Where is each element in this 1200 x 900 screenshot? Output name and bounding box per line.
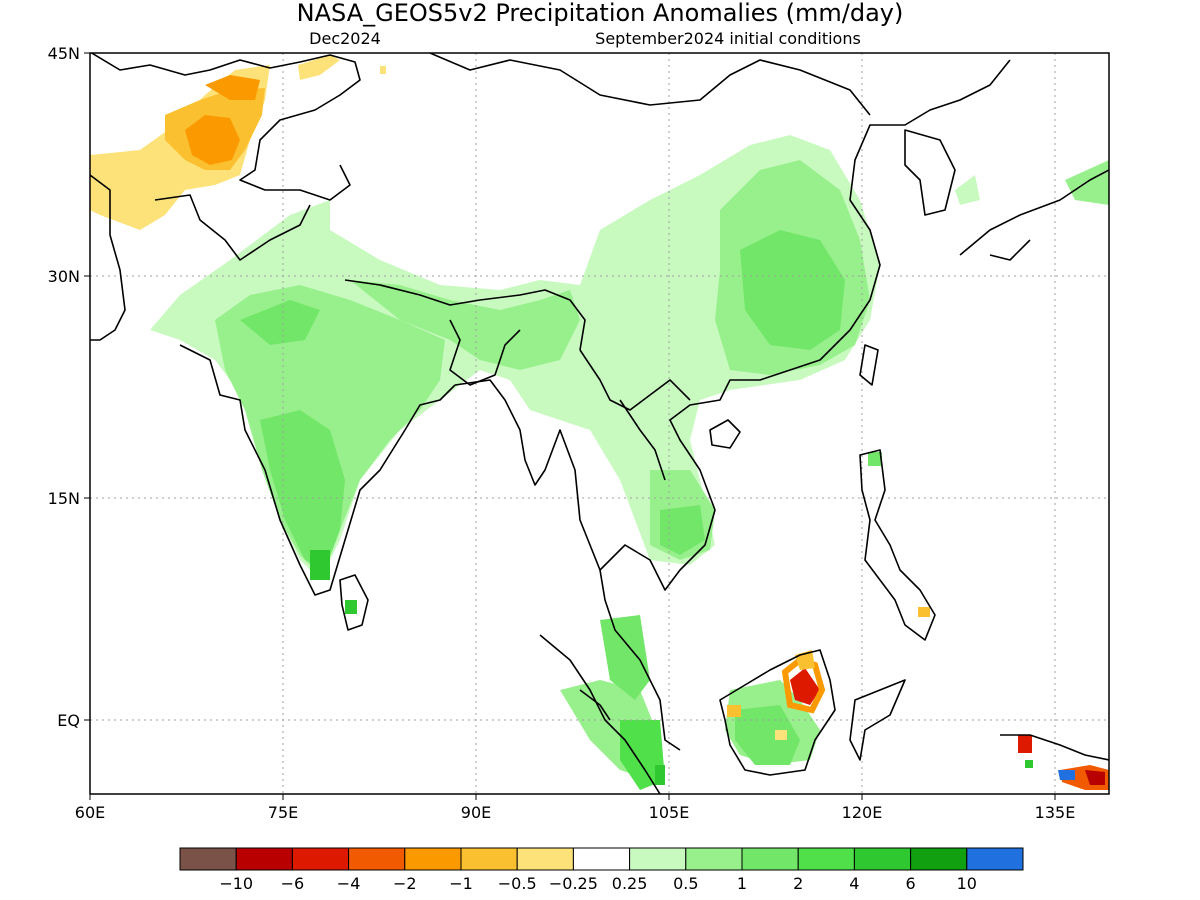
colorbar-swatch: [910, 847, 968, 871]
lat-label: 45N: [48, 44, 80, 63]
subtitle-month: Dec2024: [309, 29, 381, 48]
colorbar-label: 10: [957, 874, 977, 893]
colorbar-swatch: [516, 847, 574, 871]
lat-label: 15N: [48, 489, 80, 508]
colorbar-label: 0.25: [612, 874, 648, 893]
colorbar-swatch: [853, 847, 912, 871]
colorbar-label: 0.5: [673, 874, 698, 893]
colorbar-swatch: [291, 847, 350, 871]
longitude-labels: 60E 75E 90E 105E 120E 135E: [75, 803, 1076, 822]
colorbar-label: −6: [281, 874, 305, 893]
latitude-ticks: [84, 52, 90, 721]
colorbar-label: −4: [337, 874, 361, 893]
borneo-dry-spots: [727, 607, 1109, 790]
lon-label: 90E: [461, 803, 491, 822]
colorbar-swatch: [685, 847, 743, 871]
colorbar-swatch: [460, 847, 518, 871]
longitude-ticks: [89, 794, 1056, 800]
colorbar-label: −0.25: [549, 874, 598, 893]
colorbar-label: 4: [849, 874, 859, 893]
lon-label: 75E: [268, 803, 298, 822]
lat-label: 30N: [48, 267, 80, 286]
colorbar: [179, 847, 1024, 871]
colorbar-label: −0.5: [498, 874, 537, 893]
lon-label: 105E: [649, 803, 690, 822]
map-frame: [89, 52, 1110, 795]
lat-label: EQ: [57, 711, 80, 730]
colorbar-swatch: [629, 847, 687, 871]
wet-anomaly-heavy: [310, 550, 1033, 785]
colorbar-label: 2: [793, 874, 803, 893]
map-plot-area: [90, 53, 1109, 794]
dry-anomaly-region: [90, 55, 386, 230]
colorbar-swatch: [797, 847, 855, 871]
colorbar-swatch: [235, 847, 293, 871]
lon-label: 60E: [75, 803, 105, 822]
colorbar-label: −1: [449, 874, 473, 893]
coastlines-and-borders: [90, 53, 1109, 794]
colorbar-labels: −10 −6 −4 −2 −1 −0.5 −0.25 0.25 0.5 1 2 4 6 10: [219, 874, 977, 893]
latitude-labels: 45N 30N 15N EQ: [48, 44, 80, 730]
lon-label: 120E: [842, 803, 883, 822]
graticule: [90, 53, 1109, 794]
map-title: NASA_GEOS5v2 Precipitation Anomalies (mm…: [297, 0, 904, 27]
subtitle-initial-conditions: September2024 initial conditions: [595, 29, 861, 48]
colorbar-label: −2: [393, 874, 417, 893]
colorbar-swatch: [741, 847, 799, 871]
colorbar-swatch: [404, 847, 462, 871]
colorbar-label: −10: [219, 874, 253, 893]
colorbar-swatch: [348, 847, 406, 871]
colorbar-label: 6: [906, 874, 916, 893]
colorbar-swatch: [179, 847, 237, 871]
lon-label: 135E: [1035, 803, 1076, 822]
colorbar-label: 1: [737, 874, 747, 893]
colorbar-swatch: [572, 847, 631, 871]
colorbar-swatch: [966, 847, 1024, 871]
